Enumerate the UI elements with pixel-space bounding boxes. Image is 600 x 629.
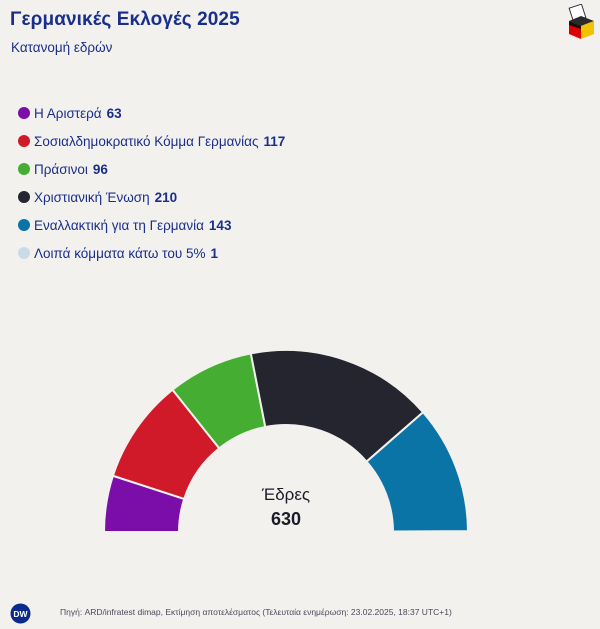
- legend-value: 63: [106, 105, 122, 121]
- legend-value: 1: [210, 245, 218, 261]
- dw-logo-icon: DW: [10, 603, 31, 624]
- legend-swatch: [18, 107, 30, 119]
- chart-title: Γερμανικές Εκλογές 2025: [10, 9, 240, 30]
- legend-swatch: [18, 219, 30, 231]
- dw-logo-text: DW: [13, 609, 28, 619]
- total-seats-label: Έδρες: [261, 485, 311, 504]
- seat-chart: [102, 349, 470, 533]
- legend-swatch: [18, 163, 30, 175]
- legend-item: Χριστιανική Ένωση 210: [18, 183, 285, 211]
- chart-arcs: [102, 349, 470, 533]
- legend-item: Σοσιαλδημοκρατικό Κόμμα Γερμανίας 117: [18, 127, 285, 155]
- legend-item: Λοιπά κόμματα κάτω του 5% 1: [18, 239, 285, 267]
- legend-swatch: [18, 135, 30, 147]
- legend-item: Πράσινοι 96: [18, 155, 285, 183]
- legend-value: 96: [92, 161, 108, 177]
- source-note: Πηγή: ARD/infratest dimap, Εκτίμηση αποτ…: [60, 607, 452, 617]
- legend-item: Εναλλακτική για τη Γερμανία 143: [18, 211, 285, 239]
- legend-label: Εναλλακτική για τη Γερμανία: [34, 217, 204, 233]
- legend-value: 117: [263, 133, 286, 149]
- seat-segment: [365, 410, 470, 533]
- ballot-box-icon: [568, 4, 594, 39]
- legend-swatch: [18, 191, 30, 203]
- legend-label: Λοιπά κόμματα κάτω του 5%: [34, 245, 206, 261]
- legend-label: Η Αριστερά: [34, 105, 102, 121]
- total-seats-value: 630: [270, 509, 302, 529]
- chart-subtitle: Κατανομή εδρών: [11, 40, 113, 55]
- legend-value: 143: [208, 217, 232, 233]
- legend-swatch: [18, 247, 30, 259]
- chart-legend: Η Αριστερά 63 Σοσιαλδημοκρατικό Κόμμα Γερμ…: [18, 99, 285, 267]
- legend-value: 210: [154, 189, 178, 205]
- legend-label: Χριστιανική Ένωση: [34, 189, 150, 205]
- legend-item: Η Αριστερά 63: [18, 99, 285, 127]
- legend-label: Πράσινοι: [34, 161, 88, 177]
- legend-label: Σοσιαλδημοκρατικό Κόμμα Γερμανίας: [34, 133, 259, 149]
